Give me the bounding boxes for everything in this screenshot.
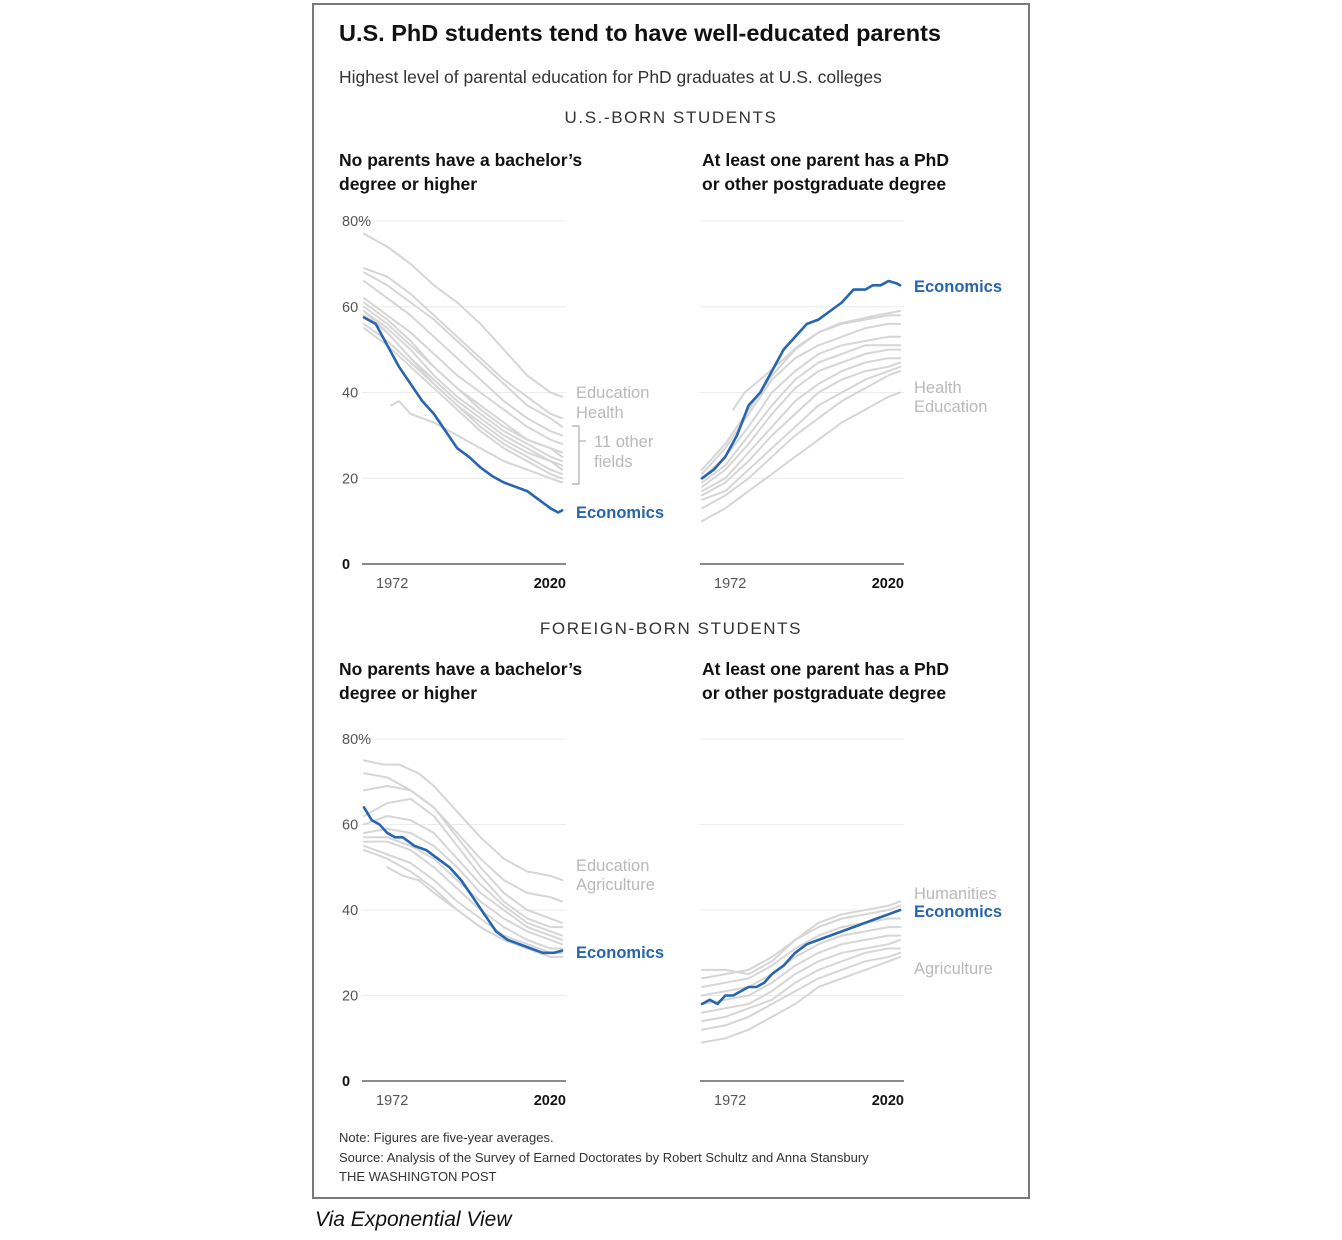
chart-notes: Note: Figures are five-year averages. So… [339, 1128, 869, 1187]
series-line [701, 391, 902, 523]
panel-title-line: degree or higher [339, 174, 478, 194]
series-label: Economics [576, 504, 664, 522]
series-line [701, 344, 902, 484]
y-tick-label: 60 [342, 300, 358, 316]
series-label: fields [594, 453, 633, 471]
section-foreign-born: FOREIGN-BORN STUDENTS [539, 619, 803, 638]
series-label: Health [914, 379, 962, 397]
series-label: Economics [576, 944, 664, 962]
chart-subtitle: Highest level of parental education for … [339, 67, 882, 87]
panel-title-line: At least one parent has a PhD [702, 150, 950, 170]
series-line [363, 327, 564, 480]
series-line [701, 917, 902, 988]
series-line [701, 361, 902, 497]
series-line [363, 297, 564, 445]
x-tick-label: 1972 [714, 576, 746, 592]
series-line [363, 310, 564, 463]
series-line-highlight [362, 316, 564, 514]
bracket-other-fields [572, 425, 580, 485]
series-label: Agriculture [576, 876, 655, 894]
y-tick-label: 60 [342, 818, 358, 834]
x-tick-label: 1972 [376, 1093, 408, 1109]
y-tick-label: 40 [342, 903, 358, 919]
panel-title-line: No parents have a bachelor’s [339, 150, 583, 170]
x-tick-label: 1972 [376, 576, 408, 592]
y-tick-label: 40 [342, 386, 358, 402]
series-line [701, 365, 902, 501]
series-line-highlight [700, 279, 902, 480]
series-line [701, 322, 902, 475]
series-line [363, 310, 564, 471]
x-tick-label: 2020 [872, 576, 904, 592]
y-tick-label: 0 [342, 1074, 350, 1090]
chart-frame [312, 3, 1030, 1199]
series-label: Education [576, 384, 649, 402]
panel-title-line: or other postgraduate degree [702, 174, 947, 194]
series-line [701, 335, 902, 480]
y-tick-label: 80% [342, 214, 371, 230]
panel-title-us-no-bachelor: No parents have a bachelor’s degree or h… [339, 148, 639, 196]
y-tick-label: 80% [342, 732, 371, 748]
series-line [363, 280, 564, 437]
series-label: Humanities [914, 885, 997, 903]
series-line [701, 926, 902, 997]
series-line [363, 314, 564, 467]
chart-title: U.S. PhD students tend to have well-educ… [339, 20, 941, 46]
credit-text: Via Exponential View [315, 1208, 512, 1231]
y-tick-label: 0 [342, 557, 350, 573]
series-line [363, 785, 564, 924]
series-label: Economics [914, 903, 1002, 921]
series-line [701, 370, 902, 510]
y-tick-label: 20 [342, 471, 358, 487]
series-line [363, 844, 564, 954]
series-line [363, 271, 564, 428]
series-line [363, 232, 564, 398]
series-label: Education [914, 398, 987, 416]
x-tick-label: 2020 [534, 1093, 566, 1109]
series-line-highlight [362, 806, 564, 955]
series-line [701, 934, 902, 1005]
panel-title-foreign-postgrad: At least one parent has a PhD or other p… [702, 657, 1002, 705]
series-line [363, 797, 564, 929]
series-line [363, 305, 564, 458]
note-text: Note: Figures are five-year averages. [339, 1130, 554, 1145]
series-label: Economics [914, 278, 1002, 296]
x-tick-label: 1972 [714, 1093, 746, 1109]
series-line [701, 938, 902, 1014]
series-line [701, 904, 902, 980]
series-line [701, 947, 902, 1023]
series-line [363, 840, 564, 950]
series-line [363, 772, 564, 903]
section-us-born: U.S.-BORN STUDENTS [564, 108, 778, 127]
series-label: Agriculture [914, 960, 993, 978]
x-tick-label: 2020 [872, 1093, 904, 1109]
series-line [701, 348, 902, 488]
source-text: Source: Analysis of the Survey of Earned… [339, 1149, 869, 1165]
series-line [701, 956, 902, 1044]
series-line [363, 815, 564, 937]
series-line [363, 827, 564, 941]
series-line [363, 267, 564, 420]
series-line [701, 951, 902, 1031]
series-label: Education [576, 857, 649, 875]
panel-title-line: No parents have a bachelor’s [339, 659, 583, 679]
panel-title-line: At least one parent has a PhD [702, 659, 950, 679]
series-line [390, 400, 564, 484]
panel-title-foreign-no-bachelor: No parents have a bachelor’s degree or h… [339, 657, 639, 705]
x-tick-label: 2020 [534, 576, 566, 592]
panel-title-line: or other postgraduate degree [702, 683, 947, 703]
panel-title-line: degree or higher [339, 683, 478, 703]
series-line [701, 357, 902, 493]
series-line [701, 314, 902, 471]
series-line [363, 759, 564, 882]
y-tick-label: 20 [342, 989, 358, 1005]
publisher-text: THE WASHINGTON POST [339, 1169, 497, 1184]
series-line [363, 322, 564, 475]
series-line-highlight [700, 908, 902, 1006]
panel-title-us-postgrad: At least one parent has a PhD or other p… [702, 148, 1002, 196]
series-label: 11 other [594, 433, 654, 451]
series-label: Health [576, 404, 624, 422]
